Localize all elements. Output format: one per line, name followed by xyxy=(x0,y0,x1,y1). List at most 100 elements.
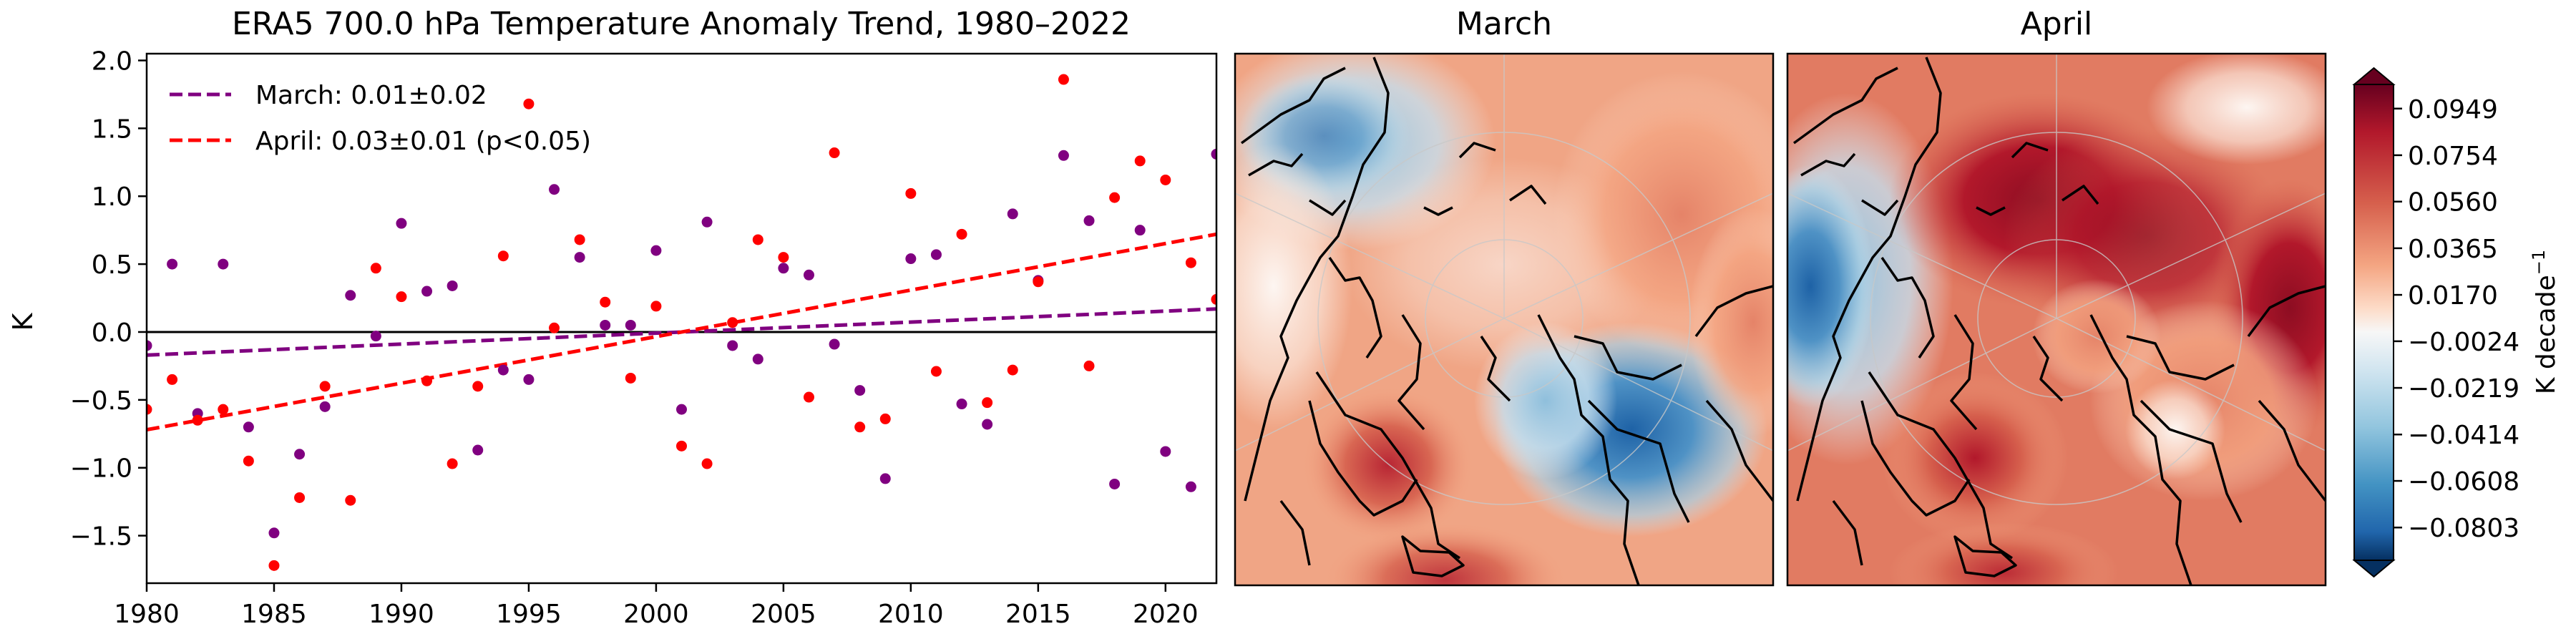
colorbar-label-exponent: −1 xyxy=(2529,250,2549,275)
x-tick-label: 1980 xyxy=(114,600,180,629)
point-april xyxy=(497,250,509,262)
point-march xyxy=(447,280,458,291)
x-tick-label: 1990 xyxy=(369,600,434,629)
point-april xyxy=(905,187,917,199)
colorbar-ticks: 0.0949 0.0754 0.0560 0.0365 0.0170 −0.0024 −0.… xyxy=(2394,95,2519,543)
y-tick-label: 0.5 xyxy=(92,250,132,280)
point-april xyxy=(192,414,203,426)
point-march xyxy=(472,444,484,456)
point-april xyxy=(147,404,152,415)
point-april xyxy=(1058,74,1069,85)
point-march xyxy=(1109,478,1121,489)
point-march xyxy=(625,319,636,331)
point-march xyxy=(600,319,611,331)
point-april xyxy=(625,372,636,384)
april-map-panel: April xyxy=(1786,6,2327,587)
point-april xyxy=(1134,155,1146,167)
y-axis-label: K xyxy=(7,312,39,331)
point-april xyxy=(549,322,560,333)
point-april xyxy=(472,381,484,392)
trend-chart-title: ERA5 700.0 hPa Temperature Anomaly Trend… xyxy=(232,6,1131,42)
point-april xyxy=(243,455,254,467)
point-march xyxy=(1185,481,1196,492)
point-march xyxy=(370,331,381,342)
march-map-title: March xyxy=(1456,6,1552,42)
march-trend-field xyxy=(1235,54,1773,585)
point-april xyxy=(930,366,942,377)
point-april xyxy=(396,291,407,303)
x-tick-label: 2015 xyxy=(1005,600,1071,629)
march-map-panel: March xyxy=(1234,6,1775,587)
y-tick-label: −1.0 xyxy=(70,454,132,484)
colorbar-extend-bottom xyxy=(2352,560,2396,578)
x-axis-ticks: 1980 1985 1990 1995 2000 2005 2010 2015 2020 xyxy=(114,583,1199,629)
point-march xyxy=(879,473,891,484)
april-trend-field xyxy=(1787,54,2326,585)
colorbar-label: K decade−1 xyxy=(2529,250,2561,394)
colorbar-extend-top xyxy=(2352,67,2396,85)
colorbar-tick-label: 0.0949 xyxy=(2408,95,2498,125)
colorbar-tick-label: −0.0608 xyxy=(2408,467,2519,497)
point-april xyxy=(956,228,967,240)
point-april xyxy=(727,317,738,328)
colorbar-body xyxy=(2353,84,2394,561)
point-april xyxy=(829,147,840,159)
point-april xyxy=(1211,293,1216,305)
point-march xyxy=(396,218,407,229)
point-march xyxy=(727,340,738,351)
y-axis-ticks: −1.5 −1.0 −0.5 0.0 0.5 1.0 1.5 2.0 xyxy=(70,47,147,552)
point-april xyxy=(778,252,789,263)
trend-line-april xyxy=(147,232,1216,432)
march-map-frame xyxy=(1234,52,1775,587)
colorbar-tick-label: 0.0754 xyxy=(2408,142,2498,171)
april-map-title: April xyxy=(2021,6,2093,42)
trend-line-march xyxy=(147,307,1216,357)
colorbar-tick-label: 0.0170 xyxy=(2408,281,2498,311)
point-april xyxy=(523,98,535,109)
point-march xyxy=(345,290,356,301)
point-april xyxy=(650,301,662,312)
point-march xyxy=(854,385,866,396)
point-march xyxy=(676,404,687,415)
point-march xyxy=(574,252,585,263)
x-tick-label: 1985 xyxy=(241,600,307,629)
legend-label-march: March: 0.01±0.02 xyxy=(255,81,487,110)
data-points xyxy=(147,74,1216,571)
colorbar-tick-label: 0.0365 xyxy=(2408,235,2498,264)
point-april xyxy=(1160,174,1171,185)
point-april xyxy=(1185,257,1196,268)
point-april xyxy=(1083,360,1095,371)
point-march xyxy=(497,364,509,376)
y-tick-label: 1.0 xyxy=(92,182,132,212)
point-april xyxy=(701,458,713,469)
y-tick-label: 2.0 xyxy=(92,47,132,76)
point-march xyxy=(1160,446,1171,457)
point-april xyxy=(1007,364,1018,376)
point-april xyxy=(982,397,993,409)
point-april xyxy=(574,234,585,245)
point-march xyxy=(803,269,814,280)
point-march xyxy=(167,258,178,270)
point-april xyxy=(1033,276,1044,288)
point-march xyxy=(905,253,917,265)
y-tick-label: 0.0 xyxy=(92,318,132,348)
point-april xyxy=(319,381,331,392)
x-tick-label: 2000 xyxy=(623,600,689,629)
y-tick-label: −0.5 xyxy=(70,386,132,416)
trend-plot-frame xyxy=(145,52,1218,585)
point-march xyxy=(650,245,662,256)
trend-lines xyxy=(147,232,1216,432)
colorbar-tick-label: −0.0024 xyxy=(2408,328,2519,357)
point-march xyxy=(294,449,306,460)
colorbar-label-unit: K decade xyxy=(2532,275,2561,394)
point-april xyxy=(600,296,611,308)
colorbar-tick-label: −0.0219 xyxy=(2408,374,2519,404)
point-march xyxy=(1058,150,1069,161)
point-march xyxy=(523,374,535,385)
x-tick-label: 2010 xyxy=(878,600,944,629)
point-march xyxy=(982,419,993,430)
y-tick-label: −1.5 xyxy=(70,522,132,552)
point-april xyxy=(447,458,458,469)
point-april xyxy=(268,560,280,571)
